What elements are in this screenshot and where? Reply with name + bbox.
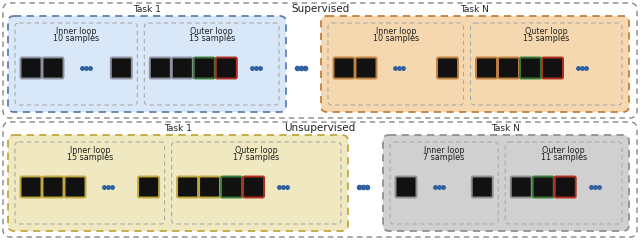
FancyBboxPatch shape — [42, 58, 63, 78]
FancyBboxPatch shape — [355, 58, 376, 78]
FancyBboxPatch shape — [505, 142, 622, 224]
FancyBboxPatch shape — [15, 142, 164, 224]
FancyBboxPatch shape — [243, 176, 264, 198]
Text: Inner loop: Inner loop — [376, 27, 416, 36]
Text: Task 1: Task 1 — [164, 124, 192, 133]
Text: 10 samples: 10 samples — [372, 34, 419, 43]
FancyBboxPatch shape — [20, 58, 42, 78]
FancyBboxPatch shape — [498, 58, 519, 78]
FancyBboxPatch shape — [532, 176, 554, 198]
FancyBboxPatch shape — [194, 58, 215, 78]
FancyBboxPatch shape — [20, 176, 42, 198]
FancyBboxPatch shape — [542, 58, 563, 78]
FancyBboxPatch shape — [3, 3, 637, 118]
Text: 15 samples: 15 samples — [67, 153, 113, 162]
Text: Inner loop: Inner loop — [424, 146, 465, 155]
FancyBboxPatch shape — [221, 176, 242, 198]
Text: Outer loop: Outer loop — [235, 146, 278, 155]
FancyBboxPatch shape — [172, 142, 341, 224]
Text: 7 samples: 7 samples — [424, 153, 465, 162]
Text: Unsupervised: Unsupervised — [284, 123, 356, 133]
Text: 11 samples: 11 samples — [541, 153, 587, 162]
FancyBboxPatch shape — [145, 23, 279, 105]
Text: 10 samples: 10 samples — [53, 34, 99, 43]
FancyBboxPatch shape — [65, 176, 86, 198]
Text: Outer loop: Outer loop — [525, 27, 568, 36]
FancyBboxPatch shape — [437, 58, 458, 78]
FancyBboxPatch shape — [177, 176, 198, 198]
FancyBboxPatch shape — [321, 16, 629, 112]
FancyBboxPatch shape — [3, 122, 637, 237]
Text: Outer loop: Outer loop — [542, 146, 585, 155]
FancyBboxPatch shape — [520, 58, 541, 78]
Text: Supervised: Supervised — [291, 4, 349, 14]
FancyBboxPatch shape — [172, 58, 193, 78]
FancyBboxPatch shape — [470, 23, 622, 105]
FancyBboxPatch shape — [328, 23, 463, 105]
Text: Task N: Task N — [461, 5, 490, 14]
FancyBboxPatch shape — [555, 176, 576, 198]
FancyBboxPatch shape — [8, 16, 286, 112]
FancyBboxPatch shape — [390, 142, 499, 224]
Text: Task 1: Task 1 — [133, 5, 161, 14]
FancyBboxPatch shape — [138, 176, 159, 198]
FancyBboxPatch shape — [111, 58, 132, 78]
FancyBboxPatch shape — [8, 135, 348, 231]
FancyBboxPatch shape — [333, 58, 355, 78]
Text: Outer loop: Outer loop — [190, 27, 233, 36]
FancyBboxPatch shape — [199, 176, 220, 198]
Text: Task N: Task N — [492, 124, 520, 133]
FancyBboxPatch shape — [15, 23, 138, 105]
FancyBboxPatch shape — [396, 176, 417, 198]
FancyBboxPatch shape — [476, 58, 497, 78]
Text: 15 samples: 15 samples — [189, 34, 235, 43]
Text: Inner loop: Inner loop — [56, 27, 97, 36]
FancyBboxPatch shape — [216, 58, 237, 78]
FancyBboxPatch shape — [150, 58, 171, 78]
FancyBboxPatch shape — [472, 176, 493, 198]
Text: 15 samples: 15 samples — [523, 34, 570, 43]
Text: 17 samples: 17 samples — [233, 153, 280, 162]
FancyBboxPatch shape — [42, 176, 63, 198]
Text: Inner loop: Inner loop — [70, 146, 110, 155]
FancyBboxPatch shape — [511, 176, 532, 198]
FancyBboxPatch shape — [383, 135, 629, 231]
